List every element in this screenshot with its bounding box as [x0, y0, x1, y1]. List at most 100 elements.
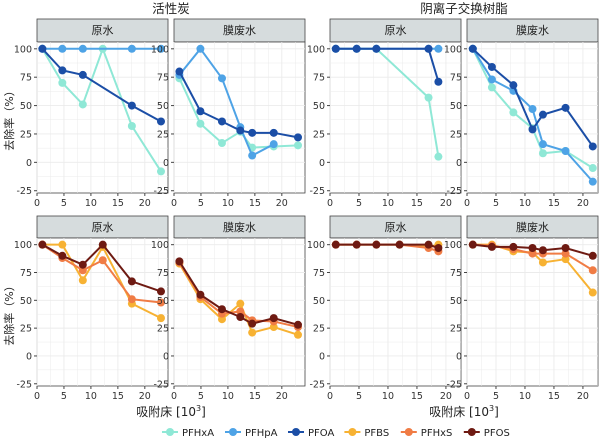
data-point-PFHpA [434, 44, 443, 53]
data-point-PFOA [588, 142, 597, 151]
x-tick-label: 5 [61, 198, 67, 209]
x-tick-label: 10 [519, 198, 531, 209]
data-point-PFOS [528, 244, 537, 253]
y-tick-label: 50 [450, 101, 462, 112]
data-point-PFBS [269, 323, 278, 332]
data-point-PFOS [372, 240, 381, 249]
y-tick-label: 50 [20, 101, 32, 112]
data-point-PFHpA [588, 177, 597, 186]
legend-item-PFHxS: PFHxS [400, 428, 452, 439]
legend-label: PFBS [364, 428, 389, 439]
data-point-PFOS [509, 242, 518, 251]
legend-item-PFOA: PFOA [288, 428, 334, 439]
data-point-PFOS [395, 240, 404, 249]
legend-marker [467, 428, 476, 436]
data-point-PFOS [487, 242, 496, 251]
x-tick-label: 5 [198, 391, 204, 402]
x-tick-label: 20 [577, 391, 589, 402]
data-point-PFOS [156, 287, 165, 296]
data-point-PFOS [538, 246, 547, 255]
plot-area [466, 41, 599, 194]
data-point-PFOS [175, 257, 184, 266]
legend-item-PFHxA: PFHxA [162, 428, 214, 439]
y-tick-label: 50 [313, 296, 325, 307]
x-tick-label: 15 [411, 391, 423, 402]
data-point-PFOA [236, 126, 245, 135]
data-point-PFOS [434, 244, 443, 253]
y-tick-label: 100 [307, 240, 325, 251]
data-point-PFOS [196, 290, 205, 299]
series-line-PFHxA [41, 45, 162, 172]
data-point-PFOA [156, 117, 165, 126]
data-point-PFOA [538, 110, 547, 119]
data-point-PFOS [269, 314, 278, 323]
data-point-PFOA [372, 44, 381, 53]
y-tick-label: -25 [309, 186, 325, 197]
data-point-PFHxS [156, 298, 165, 307]
x-tick-label: 10 [382, 391, 394, 402]
data-point-PFOA [269, 128, 278, 137]
data-point-PFHxS [588, 266, 597, 275]
legend-marker [292, 428, 300, 436]
x-tick-label: 0 [464, 391, 470, 402]
y-tick-label: 100 [14, 44, 32, 55]
data-point-PFOA [528, 125, 537, 134]
data-point-PFHxA [58, 78, 67, 87]
data-point-PFBS [156, 314, 165, 323]
data-point-PFBS [538, 258, 547, 267]
y-tick-label: 0 [163, 351, 169, 362]
legend-marker [229, 428, 237, 436]
x-tick-label: 15 [249, 198, 261, 209]
x-tick-label: 15 [548, 198, 560, 209]
y-tick-label: 100 [307, 44, 325, 55]
data-point-PFHxA [156, 167, 165, 176]
y-tick-label: 100 [444, 44, 462, 55]
y-tick-label: 100 [151, 240, 169, 251]
data-point-PFBS [248, 328, 257, 337]
y-tick-label: 25 [450, 324, 462, 335]
data-point-PFOA [509, 81, 518, 90]
y-tick-label: 75 [313, 268, 325, 279]
data-point-PFHxA [217, 139, 226, 148]
legend-label: PFOS [484, 428, 510, 439]
y-tick-label: -25 [16, 186, 32, 197]
data-point-PFHxS [236, 307, 245, 316]
y-tick-label: 0 [26, 158, 32, 169]
x-axis-label-end: ] [201, 405, 206, 419]
y-tick-label: -25 [446, 379, 462, 390]
legend-marker [348, 428, 357, 436]
data-point-PFHxA [538, 149, 547, 158]
data-point-PFHxA [196, 119, 205, 128]
y-tick-label: -25 [309, 379, 325, 390]
y-tick-label: 75 [20, 73, 32, 84]
y-tick-label: -25 [153, 379, 169, 390]
data-point-PFHxA [293, 141, 302, 150]
x-tick-label: 20 [276, 198, 288, 209]
plot-area [329, 237, 462, 387]
data-point-PFOA [248, 128, 257, 137]
group-title-aix: 阴离子交换树脂 [420, 1, 508, 16]
legend-item-PFBS: PFBS [344, 428, 389, 439]
data-point-PFHxA [509, 108, 518, 117]
data-point-PFOS [468, 240, 477, 249]
y-tick-label: 50 [450, 296, 462, 307]
x-tick-label: 15 [548, 391, 560, 402]
data-point-PFHpA [196, 44, 205, 53]
y-tick-label: 25 [450, 129, 462, 140]
legend-marker [166, 428, 174, 436]
y-tick-label: 50 [20, 296, 32, 307]
x-tick-label: 15 [112, 391, 124, 402]
data-point-PFHpA [248, 151, 257, 160]
data-point-PFOA [561, 103, 570, 112]
data-point-PFOA [468, 44, 477, 53]
facet-label: 膜废水 [223, 23, 256, 37]
data-point-PFOA [127, 101, 136, 110]
data-point-PFBS [78, 276, 87, 285]
data-point-PFHpA [269, 140, 278, 149]
data-point-PFOA [217, 117, 226, 126]
data-point-PFOS [236, 313, 245, 322]
y-tick-label: 0 [163, 158, 169, 169]
data-point-PFOS [293, 320, 302, 329]
